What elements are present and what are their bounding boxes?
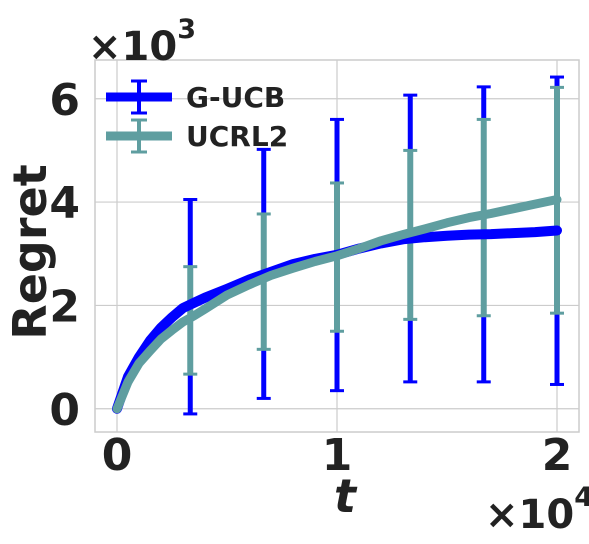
y-axis-multiplier: ×103 bbox=[88, 14, 196, 70]
x-multiplier-exp: 4 bbox=[574, 482, 589, 513]
x-multiplier-base: ×10 bbox=[485, 492, 574, 538]
legend-entry-g-ucb: G-UCB bbox=[106, 79, 285, 115]
x-tick-label: 1 bbox=[322, 430, 353, 481]
y-multiplier-exp: 3 bbox=[177, 14, 196, 45]
x-axis-multiplier: ×104 bbox=[485, 482, 589, 538]
y-multiplier-base: ×10 bbox=[88, 24, 177, 70]
y-tick-label: 4 bbox=[49, 178, 80, 229]
x-tick-labels: 0 1 2 bbox=[102, 430, 573, 481]
x-tick-label: 2 bbox=[542, 430, 573, 481]
y-tick-label: 6 bbox=[49, 75, 80, 126]
legend-label-ucrl2: UCRL2 bbox=[186, 120, 288, 153]
legend-entry-ucrl2: UCRL2 bbox=[106, 118, 288, 154]
x-tick-label: 0 bbox=[102, 430, 133, 481]
legend-label-g-ucb: G-UCB bbox=[186, 81, 285, 114]
x-axis-label: t bbox=[334, 469, 358, 523]
series-lines bbox=[112, 195, 562, 414]
legend: G-UCB UCRL2 bbox=[106, 79, 288, 154]
y-axis-label: Regret bbox=[3, 164, 57, 339]
y-tick-labels: 0 2 4 6 bbox=[49, 75, 80, 436]
y-tick-label: 0 bbox=[49, 385, 80, 436]
y-tick-label: 2 bbox=[49, 281, 80, 332]
